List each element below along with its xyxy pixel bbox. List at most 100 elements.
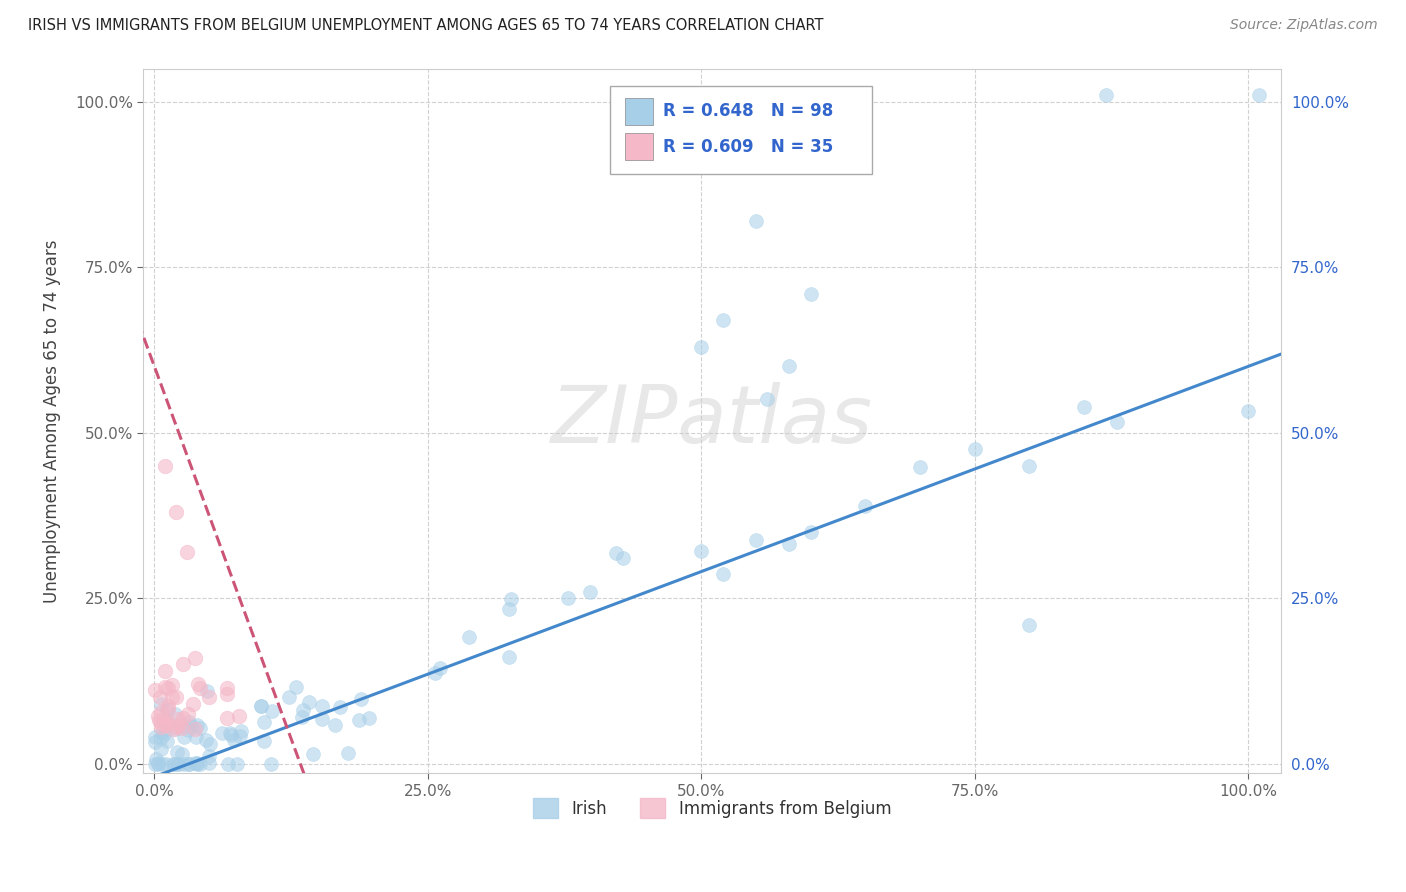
Point: [963, 442, 986, 456]
Point: [347, 713, 370, 727]
Point: [458, 630, 481, 644]
Point: [153, 716, 176, 731]
Point: [143, 735, 166, 749]
Point: [162, 756, 184, 771]
Point: [357, 711, 380, 725]
Bar: [624, 98, 654, 125]
Point: [499, 592, 522, 607]
Point: [217, 687, 239, 701]
Point: [153, 665, 176, 679]
Point: [150, 756, 173, 771]
Point: [170, 747, 193, 761]
Point: [198, 690, 221, 705]
Text: R = 0.648   N = 98: R = 0.648 N = 98: [664, 102, 834, 120]
Point: [156, 704, 179, 718]
Point: [162, 723, 184, 737]
Point: [150, 731, 173, 746]
Point: [177, 723, 200, 737]
Legend: Irish, Immigrants from Belgium: Irish, Immigrants from Belgium: [526, 791, 898, 825]
Point: [194, 732, 217, 747]
Point: [229, 729, 252, 743]
Point: [183, 698, 205, 712]
Point: [166, 745, 188, 759]
Point: [149, 697, 172, 711]
Point: [143, 683, 166, 698]
Point: [184, 723, 207, 737]
Point: [1073, 400, 1095, 414]
Bar: [624, 134, 654, 161]
Point: [188, 756, 211, 771]
Point: [311, 712, 333, 726]
Point: [176, 544, 198, 558]
Point: [188, 681, 211, 695]
Point: [184, 730, 207, 744]
Point: [162, 678, 184, 692]
Point: [711, 313, 734, 327]
Point: [157, 701, 180, 715]
FancyBboxPatch shape: [610, 87, 872, 174]
Point: [292, 703, 315, 717]
Point: [350, 692, 373, 706]
Point: [291, 710, 314, 724]
Point: [253, 734, 276, 748]
Point: [157, 698, 180, 713]
Point: [690, 339, 713, 353]
Point: [167, 718, 190, 732]
Point: [612, 551, 634, 566]
Point: [173, 730, 195, 744]
Point: [323, 718, 346, 732]
Point: [179, 756, 201, 771]
Point: [156, 734, 179, 748]
Point: [579, 585, 602, 599]
Point: [149, 720, 172, 734]
Point: [149, 742, 172, 756]
Point: [337, 746, 360, 760]
Point: [172, 722, 194, 736]
Point: [160, 690, 183, 704]
Point: [172, 657, 194, 672]
Point: [711, 567, 734, 582]
Point: [218, 726, 240, 740]
Point: [215, 681, 238, 695]
Point: [690, 544, 713, 558]
Point: [198, 749, 221, 764]
Point: [800, 286, 823, 301]
Point: [778, 359, 800, 374]
Point: [186, 718, 208, 732]
Point: [149, 690, 172, 705]
Point: [146, 709, 169, 723]
Point: [177, 706, 200, 721]
Point: [260, 705, 283, 719]
Y-axis label: Unemployment Among Ages 65 to 74 years: Unemployment Among Ages 65 to 74 years: [44, 239, 60, 603]
Point: [148, 713, 170, 727]
Point: [302, 747, 325, 761]
Point: [231, 723, 253, 738]
Point: [605, 545, 627, 559]
Point: [165, 721, 187, 735]
Point: [557, 591, 579, 606]
Point: [250, 699, 273, 714]
Point: [222, 732, 245, 747]
Point: [165, 723, 187, 737]
Point: [908, 460, 931, 475]
Point: [186, 756, 208, 771]
Point: [217, 756, 239, 771]
Point: [156, 716, 179, 731]
Point: [217, 711, 239, 725]
Point: [228, 708, 250, 723]
Point: [167, 712, 190, 726]
Point: [1237, 404, 1260, 418]
Point: [156, 714, 179, 728]
Point: [225, 756, 247, 771]
Point: [166, 756, 188, 771]
Point: [156, 681, 179, 695]
Point: [180, 719, 202, 733]
Point: [260, 756, 283, 771]
Point: [143, 756, 166, 771]
Point: [153, 681, 176, 695]
Point: [143, 730, 166, 744]
Point: [186, 756, 208, 770]
Point: [188, 721, 211, 735]
Point: [172, 711, 194, 725]
Point: [165, 690, 187, 704]
